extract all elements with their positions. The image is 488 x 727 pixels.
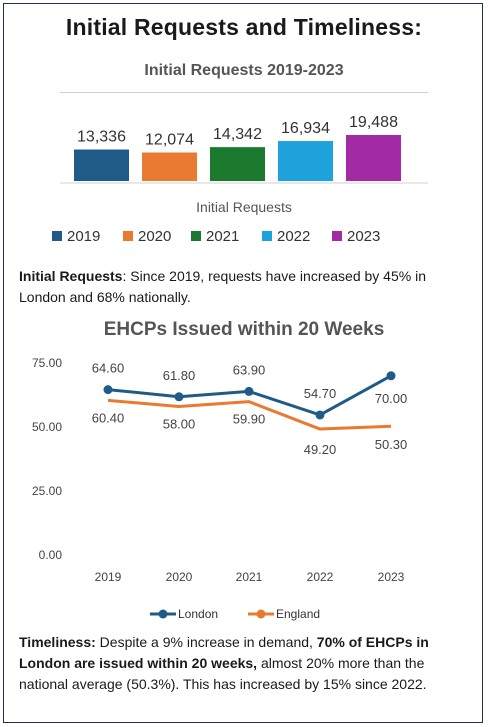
data-label-england: 58.00: [163, 417, 196, 432]
bar-2023: [346, 135, 401, 181]
x-tick-label: 2019: [95, 570, 122, 584]
bar-2022: [278, 141, 333, 181]
legend-swatch-2023: [332, 231, 342, 241]
legend-swatch-2022: [262, 231, 272, 241]
point-london: [244, 386, 254, 396]
y-tick-label: 25.00: [32, 484, 62, 498]
line-chart-title: EHCPs Issued within 20 Weeks: [103, 319, 385, 340]
point-london: [174, 392, 184, 402]
data-label-england: 60.40: [92, 410, 125, 425]
line-chart: 0.00 25.00 50.00 75.00 2019 2020 2021 2022 2023 6…: [32, 356, 408, 621]
requests-note-bold: Initial Requests: [19, 268, 123, 284]
data-label-london: 61.80: [163, 368, 196, 383]
y-tick-label: 0.00: [39, 548, 63, 562]
requests-note-text: : Since 2019, requests have increased by…: [19, 268, 426, 305]
bar-label-2021: 14,342: [213, 126, 262, 143]
timeliness-note-bold-1: Timeliness:: [19, 634, 96, 650]
data-label-england: 49.20: [304, 442, 337, 457]
point-london: [103, 385, 113, 395]
bar-2019: [74, 149, 129, 181]
legend-swatch-2020: [123, 231, 133, 241]
bar-chart-top-rule: [60, 92, 428, 93]
data-label-england: 59.90: [233, 412, 266, 427]
timeliness-note-text-1: Despite a 9% increase in demand,: [95, 634, 317, 650]
bar-2021: [210, 147, 265, 181]
y-tick-label: 50.00: [32, 420, 62, 434]
data-label-london: 70.00: [375, 391, 408, 406]
bar-label-2022: 16,934: [281, 120, 330, 137]
requests-note: Initial Requests: Since 2019, requests h…: [19, 266, 474, 308]
legend-marker-london: [158, 609, 168, 619]
y-tick-label: 75.00: [32, 356, 62, 370]
timeliness-note-text-2: almost 20% more than the national averag…: [19, 655, 427, 692]
legend-label-2023: 2023: [347, 228, 380, 245]
legend-label-england: England: [276, 607, 320, 621]
legend-label-2022: 2022: [277, 228, 310, 245]
bar-chart: Initial Requests 13,336 12,074 14,342 16,93…: [52, 114, 428, 245]
point-london: [315, 410, 325, 420]
legend-label-2020: 2020: [138, 228, 171, 245]
x-tick-label: 2022: [307, 570, 334, 584]
x-tick-label: 2021: [236, 570, 263, 584]
main-title: Initial Requests and Timeliness:: [65, 14, 423, 40]
bar-2020: [142, 152, 197, 181]
timeliness-note-bold-2: 70% of EHCPs in London are issued within…: [19, 634, 429, 671]
legend-label-2019: 2019: [67, 228, 100, 245]
infographic-frame: [3, 3, 483, 723]
data-label-london: 54.70: [304, 386, 337, 401]
legend-label-2021: 2021: [206, 228, 239, 245]
legend-swatch-2019: [52, 231, 62, 241]
timeliness-note: Timeliness: Despite a 9% increase in dem…: [19, 632, 474, 695]
bar-chart-title: Initial Requests 2019-2023: [144, 62, 344, 79]
data-label-england: 50.30: [375, 437, 408, 452]
legend-marker-england: [256, 609, 266, 619]
bar-label-2020: 12,074: [145, 132, 194, 149]
x-tick-label: 2023: [378, 570, 405, 584]
data-label-london: 64.60: [92, 361, 125, 376]
point-london: [386, 371, 396, 381]
legend-swatch-2021: [191, 231, 201, 241]
bar-label-2023: 19,488: [349, 114, 398, 131]
legend-label-london: London: [178, 607, 218, 621]
bar-label-2019: 13,336: [77, 129, 126, 146]
x-tick-label: 2020: [166, 570, 193, 584]
bar-xaxis-label: Initial Requests: [196, 199, 292, 215]
line-england: [107, 398, 392, 431]
data-label-london: 63.90: [233, 362, 266, 377]
